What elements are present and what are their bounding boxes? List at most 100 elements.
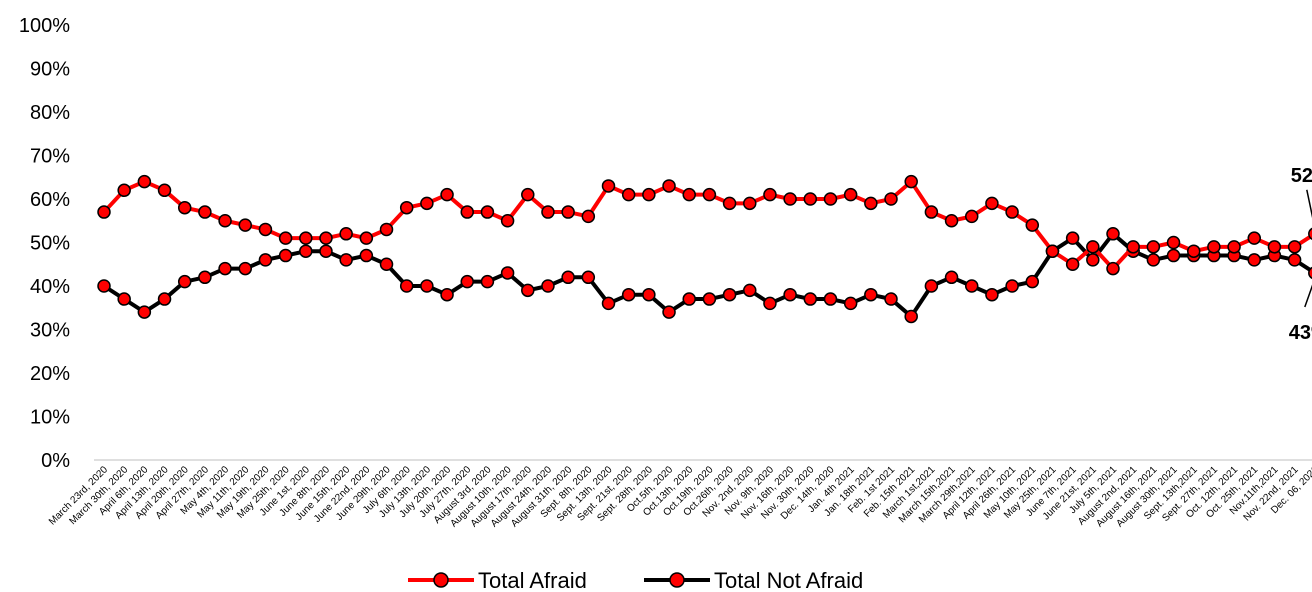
data-point	[601, 296, 616, 311]
data-point	[985, 196, 999, 211]
data-point	[682, 187, 696, 202]
data-point	[1146, 240, 1161, 254]
data-point	[379, 222, 394, 237]
data-point	[97, 279, 111, 293]
data-point	[621, 187, 636, 202]
data-point	[621, 287, 636, 302]
data-point	[1065, 257, 1080, 271]
data-point	[803, 292, 818, 306]
data-point	[480, 205, 495, 219]
data-point	[722, 196, 737, 211]
data-point	[278, 248, 293, 263]
data-point	[480, 274, 495, 289]
data-point	[722, 287, 737, 302]
legend-item-0: Total Afraid	[408, 568, 587, 592]
y-tick-label: 60%	[30, 189, 70, 211]
end-label-leader	[1304, 284, 1312, 308]
data-point	[783, 192, 797, 206]
data-point	[662, 305, 676, 319]
y-axis: 0% 10% 20% 30% 40% 50% 60% 70% 80% 90% 100%	[19, 15, 70, 472]
data-point	[1247, 253, 1262, 267]
data-point	[743, 283, 757, 298]
data-point	[1308, 227, 1312, 240]
legend-swatch-marker	[433, 572, 449, 588]
data-point	[1025, 218, 1040, 232]
end-labels: 52% 43%	[1289, 165, 1312, 344]
y-tick-label: 100%	[19, 15, 70, 37]
data-point	[339, 253, 353, 267]
data-point	[763, 296, 777, 311]
data-point	[1005, 205, 1019, 219]
y-tick-label: 70%	[30, 146, 70, 168]
data-point	[238, 261, 253, 276]
data-point	[823, 292, 838, 306]
legend-label: Total Afraid	[478, 568, 587, 592]
data-point	[944, 270, 959, 285]
data-point	[359, 248, 374, 263]
data-point	[1106, 227, 1120, 241]
legend: Total Afraid Total Not Afraid	[408, 568, 863, 592]
data-point	[864, 287, 878, 302]
legend-item-1: Total Not Afraid	[644, 568, 863, 592]
data-point	[642, 187, 656, 202]
data-point	[420, 279, 434, 293]
data-point	[1086, 253, 1100, 267]
data-point	[1146, 253, 1161, 267]
data-point	[440, 187, 454, 202]
data-point	[843, 296, 858, 311]
y-tick-label: 80%	[30, 102, 70, 124]
end-label-leader	[1306, 189, 1312, 219]
data-point	[319, 231, 333, 245]
series-1	[97, 227, 1312, 324]
data-point	[783, 287, 797, 302]
data-point	[662, 179, 676, 193]
data-point	[1308, 266, 1312, 280]
data-point	[541, 279, 555, 293]
legend-label: Total Not Afraid	[714, 568, 863, 592]
data-point	[1287, 240, 1302, 254]
y-tick-label: 90%	[30, 59, 70, 81]
data-point	[117, 183, 131, 198]
data-point	[177, 274, 192, 289]
data-point	[521, 187, 535, 202]
data-point	[1287, 253, 1302, 267]
data-point	[1065, 231, 1080, 245]
data-point	[601, 179, 616, 193]
legend-swatch-marker	[669, 572, 685, 588]
data-point	[944, 214, 959, 228]
data-point	[319, 244, 333, 258]
data-point	[642, 287, 656, 302]
data-point	[843, 187, 858, 202]
data-point	[823, 192, 838, 206]
data-point	[924, 205, 939, 219]
data-point	[299, 244, 313, 258]
data-point	[97, 205, 111, 219]
data-point	[258, 222, 273, 237]
data-point	[541, 205, 555, 219]
data-point	[1186, 244, 1201, 258]
data-point	[904, 309, 918, 324]
data-point	[460, 205, 474, 219]
data-point	[117, 292, 131, 306]
data-point	[460, 274, 474, 289]
data-point	[198, 205, 212, 219]
data-point	[924, 279, 939, 293]
data-point	[864, 196, 878, 211]
data-point	[803, 192, 818, 206]
data-point	[339, 227, 353, 241]
data-point	[157, 183, 172, 198]
y-tick-label: 50%	[30, 233, 70, 255]
data-point	[258, 253, 273, 267]
data-point	[581, 270, 596, 285]
data-point	[1025, 274, 1040, 289]
data-point	[420, 196, 434, 211]
data-point	[702, 187, 717, 202]
data-point	[521, 283, 535, 298]
data-point	[198, 270, 212, 285]
data-point	[218, 261, 232, 276]
y-tick-label: 0%	[41, 450, 70, 472]
data-point	[1106, 261, 1120, 276]
y-tick-label: 40%	[30, 276, 70, 298]
